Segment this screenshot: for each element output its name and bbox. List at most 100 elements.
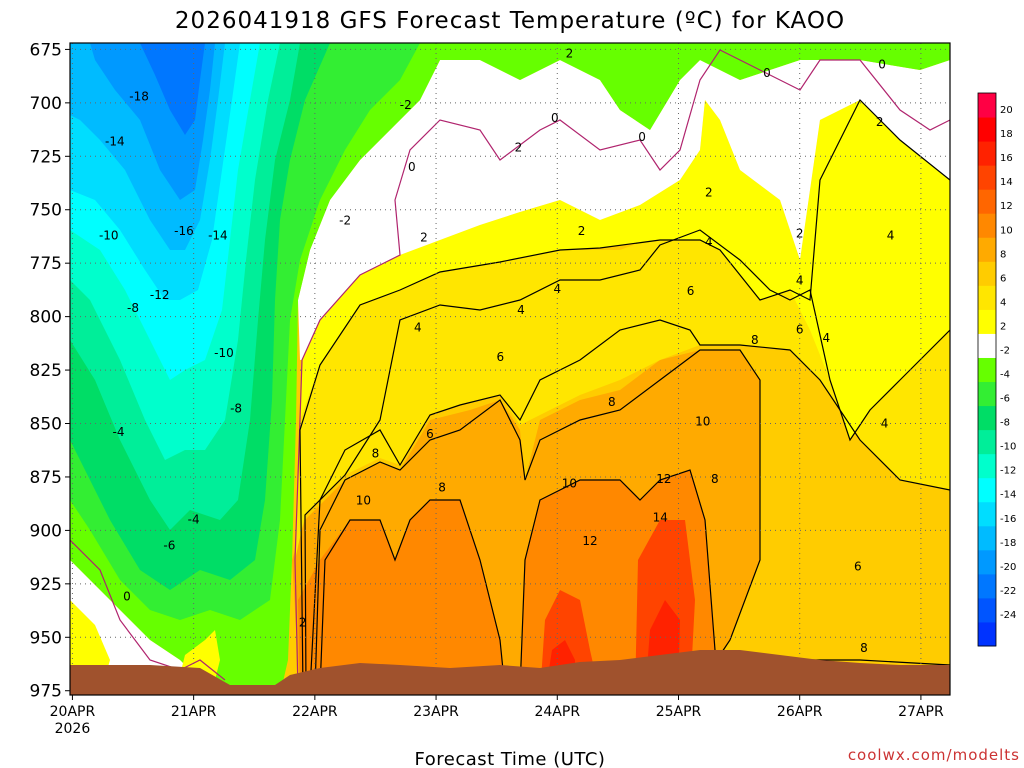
- colorbar-tick-label: -16: [1000, 514, 1016, 525]
- colorbar-bin: [978, 93, 996, 118]
- contour-label: 0: [638, 130, 646, 144]
- contour-label: 8: [751, 333, 759, 347]
- contour-label: 2: [705, 186, 713, 200]
- contour-label: 8: [711, 472, 719, 486]
- contour-label: 4: [887, 228, 895, 242]
- colorbar-bin: [978, 357, 996, 383]
- contour-label: 4: [705, 235, 713, 249]
- y-tick-label: 975: [30, 682, 62, 702]
- contour-label: 8: [372, 446, 380, 460]
- contour-0-lower-left: [70, 539, 226, 681]
- x-tick-label: 24APR: [534, 704, 580, 720]
- contour-label: 10: [356, 493, 371, 507]
- contour-label: 0: [123, 590, 131, 604]
- contour-label: 10: [562, 476, 577, 490]
- contour-label: 2: [299, 615, 307, 629]
- contour-0-line: [294, 49, 950, 691]
- colorbar-bin: [978, 165, 996, 190]
- colorbar-tick-label: -14: [1000, 490, 1016, 501]
- contour-label: 2: [578, 224, 586, 238]
- x-tick-label: 23APR: [413, 704, 459, 720]
- contour-labels: -18 -14 -10 -16 -14 -12 -8 -10 -8 -4 -4 -6 0 2 -2 -2 0 2 2…: [99, 47, 894, 655]
- colorbar-bin: [978, 333, 996, 358]
- colorbar-bin: [978, 453, 996, 479]
- contour-label: 6: [796, 322, 804, 336]
- colorbar-bin: [978, 501, 996, 527]
- colorbar-tick-label: 12: [1000, 201, 1013, 212]
- colorbar-bin: [978, 117, 996, 142]
- x-tick-label: 21APR: [171, 704, 217, 720]
- contour-label: -2: [339, 213, 351, 227]
- colorbar-bin: [978, 429, 996, 455]
- contour-label: 4: [796, 273, 804, 287]
- colorbar-bin: [978, 477, 996, 503]
- colorbar-tick-label: 14: [1000, 177, 1013, 188]
- contour-label: -10: [99, 228, 119, 242]
- y-tick-label: 925: [30, 575, 62, 595]
- plot-frame: [69, 42, 951, 696]
- y-tick-label: 725: [30, 147, 62, 167]
- colorbar-bin: [978, 189, 996, 214]
- colorbar-tick-label: -24: [1000, 610, 1016, 621]
- colorbar-tick-label: -12: [1000, 466, 1016, 477]
- contour-label: -10: [214, 346, 234, 360]
- colorbar-bin: [978, 597, 996, 623]
- band-white-lower-left: [70, 560, 230, 695]
- band-yellow-4: [295, 230, 950, 560]
- colorbar-tick-label: -8: [1000, 418, 1010, 429]
- contour-label: 8: [860, 641, 868, 655]
- contour-label: 0: [551, 111, 559, 125]
- colorbar-bin: [978, 381, 996, 407]
- colorbar-tick-label: -6: [1000, 394, 1010, 405]
- contour-label: 0: [408, 160, 416, 174]
- contour-label: 2: [876, 115, 884, 129]
- colorbar-tick-label: -10: [1000, 442, 1016, 453]
- colorbar-tick-label: -20: [1000, 562, 1016, 573]
- colorbar-tick-label: 4: [1000, 297, 1006, 308]
- contour-label: 2: [515, 141, 523, 155]
- contour-label: 10: [695, 414, 710, 428]
- contour-8-line: [314, 349, 950, 691]
- x-axis: 20APR 21APR 22APR 23APR 24APR 25APR 26APR 27APR…: [50, 695, 944, 737]
- chart-title: 2026041918 GFS Forecast Temperature (ºC)…: [175, 8, 845, 34]
- colorbar-tick-label: 10: [1000, 225, 1013, 236]
- y-tick-label: 875: [30, 468, 62, 488]
- colorbar-bin: [978, 309, 996, 334]
- colorbar-tick-label: 2: [1000, 321, 1006, 332]
- x-tick-label: 26APR: [777, 704, 823, 720]
- colorbar-tick-label: -2: [1000, 345, 1010, 356]
- colorbar-bin: [978, 261, 996, 286]
- contour-label: -18: [129, 89, 149, 103]
- contour-label: -4: [188, 513, 200, 527]
- contour-label: 6: [854, 560, 862, 574]
- contour-label: -16: [174, 224, 194, 238]
- y-tick-label: 950: [30, 628, 62, 648]
- colorbar-frame: [977, 92, 997, 647]
- colorbar-tick-label: -18: [1000, 538, 1016, 549]
- band-yellow-2: [300, 100, 950, 440]
- contour-label: -14: [208, 228, 228, 242]
- colorbar-tick-label: -22: [1000, 586, 1016, 597]
- contour-label: 0: [878, 57, 886, 71]
- terrain-surface: [70, 650, 950, 695]
- contour-label: 0: [763, 66, 771, 80]
- colorbar-tick-label: -4: [1000, 370, 1010, 381]
- contour-label: 12: [582, 534, 597, 548]
- plot-area: -18 -14 -10 -16 -14 -12 -8 -10 -8 -4 -4 -6 0 2 -2 -2 0 2 2…: [70, 43, 950, 695]
- contour-label: 2: [566, 47, 574, 61]
- colorbar-tick-label: 20: [1000, 105, 1013, 116]
- contour-label: -14: [105, 134, 125, 148]
- y-tick-label: 900: [30, 521, 62, 541]
- colorbar-bin: [978, 141, 996, 166]
- colorbar-bin: [978, 405, 996, 431]
- contour-label: 4: [517, 303, 525, 317]
- contour-label: 6: [426, 427, 434, 441]
- x-tick-label: 25APR: [656, 704, 702, 720]
- contour-label: 4: [881, 417, 889, 431]
- contour-label: 2: [420, 231, 428, 245]
- credit-link[interactable]: coolwx.com/modelts: [848, 746, 1020, 764]
- contour-label: -8: [127, 301, 139, 315]
- colorbar-tick-label: 8: [1000, 249, 1006, 260]
- contour-label: -4: [113, 425, 125, 439]
